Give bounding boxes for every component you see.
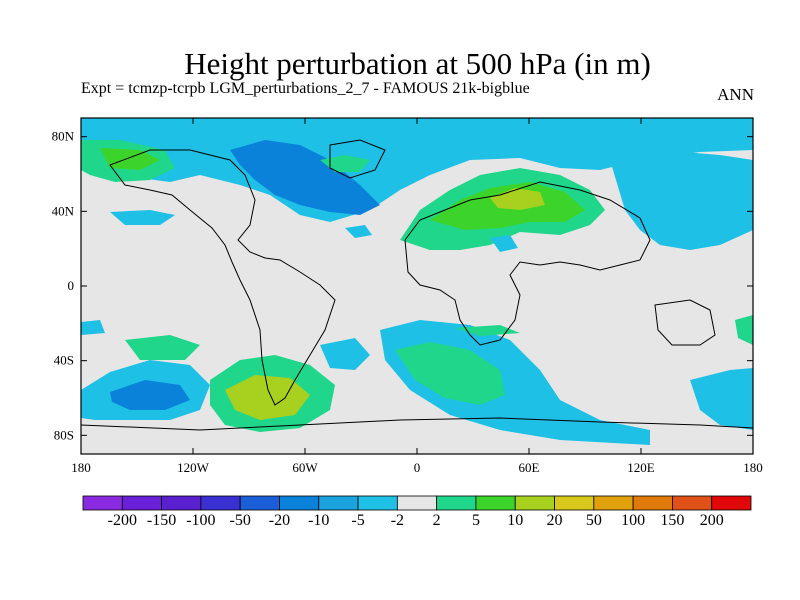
lat-tick-label: 0 <box>68 278 75 293</box>
lon-tick-label: 60E <box>519 460 540 475</box>
contour-pos-ind-small <box>455 325 520 336</box>
contour-neg-south-atlantic <box>320 338 370 370</box>
colorbar-label: 50 <box>586 512 602 529</box>
contour-pos-indian-ocean <box>395 342 505 405</box>
colorbar-swatch <box>711 495 752 511</box>
contour-neg-atlantic-small <box>345 225 372 238</box>
lat-tick-label: 40S <box>54 353 74 368</box>
contour-pos-greenland <box>320 155 370 172</box>
colorbar-swatch <box>279 495 320 511</box>
colorbar-swatch <box>475 495 516 511</box>
map-axes: 180 120W 60W 0 60E 120E 180 80N 40N 0 40S 80S <box>52 118 763 475</box>
colorbar: -200 -150 -100 -50 -20 -10 -5 -2 2 5 10 20 50 100 150 2… <box>82 495 752 529</box>
colorbar-swatch <box>514 495 555 511</box>
contour-pos-alaska-10 <box>100 148 160 170</box>
perturbation-contours <box>81 118 753 445</box>
contour-neg-pac-west-south <box>81 320 105 335</box>
colorbar-label: 2 <box>433 512 441 529</box>
coastlines <box>81 139 753 431</box>
colorbar-label: 5 <box>472 512 480 529</box>
colorbar-label: -20 <box>269 512 290 529</box>
contour-neg-south-east <box>690 368 753 430</box>
lat-tick-label: 80S <box>54 427 74 442</box>
colorbar-swatch <box>121 495 162 511</box>
colorbar-label: -5 <box>351 512 364 529</box>
lon-tick-label: 60W <box>292 460 318 475</box>
colorbar-label: -10 <box>308 512 329 529</box>
lon-tick-label: 120W <box>177 460 210 475</box>
colorbar-label: -100 <box>186 512 215 529</box>
colorbar-swatch <box>593 495 634 511</box>
colorbar-swatch <box>396 495 438 511</box>
contour-pos-south-east <box>735 315 753 345</box>
colorbar-label: 10 <box>507 512 523 529</box>
contour-neg-arabia <box>490 235 518 252</box>
lon-tick-label: 120E <box>627 460 655 475</box>
colorbar-label: -2 <box>391 512 404 529</box>
contour-pos-south-america-10 <box>225 375 310 420</box>
chart-title: Height perturbation at 500 hPa (in m) <box>184 46 651 81</box>
colorbar-swatch <box>318 495 359 511</box>
colorbar-swatch <box>200 495 241 511</box>
colorbar-label: 200 <box>700 512 724 529</box>
colorbar-swatch <box>239 495 280 511</box>
colorbar-label: -50 <box>230 512 251 529</box>
contour-neg-pacific-west <box>110 210 175 225</box>
contour-neg-east-asia <box>610 150 753 250</box>
colorbar-label: 20 <box>547 512 563 529</box>
colorbar-swatch <box>554 495 595 511</box>
lon-tick-label: 180 <box>743 460 763 475</box>
colorbar-label: -150 <box>147 512 176 529</box>
colorbar-label: 150 <box>660 512 684 529</box>
colorbar-swatch <box>82 495 123 511</box>
colorbar-label: 100 <box>621 512 645 529</box>
colorbar-swatch <box>672 495 713 511</box>
lon-tick-label: 180 <box>71 460 91 475</box>
lat-tick-label: 80N <box>52 129 75 144</box>
lon-tick-label: 0 <box>414 460 421 475</box>
lat-tick-label: 40N <box>52 203 75 218</box>
contour-neg-na-core <box>230 140 380 215</box>
colorbar-label: -200 <box>108 512 137 529</box>
colorbar-swatch <box>632 495 673 511</box>
colorbar-swatch <box>161 495 202 511</box>
contour-pos-pacific-south <box>125 335 200 360</box>
experiment-subtitle: Expt = tcmzp-tcrpb LGM_perturbations_2_7… <box>81 80 530 97</box>
colorbar-swatch <box>436 495 477 511</box>
contour-neg-north-america <box>81 118 753 222</box>
contour-neg-south-pacific-core <box>110 380 190 410</box>
colorbar-swatch <box>357 495 398 511</box>
season-label: ANN <box>717 85 754 104</box>
